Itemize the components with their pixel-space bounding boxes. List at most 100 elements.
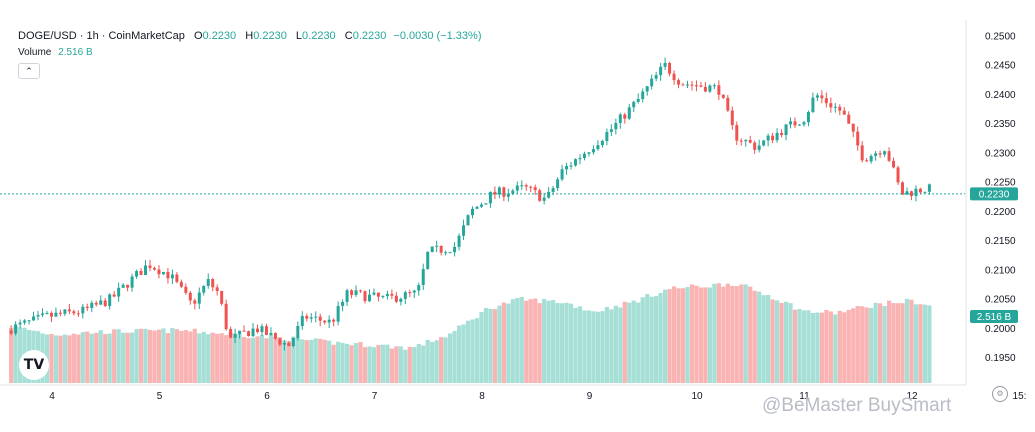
candle xyxy=(502,186,506,202)
volume-bar xyxy=(353,343,359,383)
gear-icon[interactable]: ⚙ xyxy=(992,386,1008,402)
candle-body xyxy=(90,302,94,308)
volume-bar xyxy=(743,284,748,383)
candle-body xyxy=(264,326,268,335)
candle xyxy=(126,284,130,292)
volume-bar xyxy=(501,302,506,383)
candle xyxy=(806,110,810,127)
candle-body xyxy=(139,270,143,275)
volume-bar xyxy=(94,332,99,383)
volume-bar xyxy=(600,311,605,383)
low-label: L xyxy=(295,30,303,42)
candle-body xyxy=(390,293,394,296)
candle-body xyxy=(578,158,582,160)
candle-body xyxy=(466,215,470,226)
y-tick-label: 0.2250 xyxy=(985,178,1016,189)
candle xyxy=(49,311,53,323)
candle-body xyxy=(614,122,618,130)
volume-bar xyxy=(806,310,811,383)
candle xyxy=(85,303,89,311)
candle xyxy=(878,150,882,158)
candle xyxy=(757,139,761,153)
candle-body xyxy=(797,124,801,126)
volume-bar xyxy=(412,347,417,383)
volume-bar xyxy=(309,339,314,383)
candle-body xyxy=(596,145,600,150)
volume-bar xyxy=(295,337,300,383)
volume-bar xyxy=(573,307,578,383)
volume-bar xyxy=(134,329,139,383)
volume-value: 2.516 B xyxy=(58,47,93,58)
candle xyxy=(860,140,864,163)
volume-bar xyxy=(667,289,672,383)
candle-body xyxy=(488,191,492,204)
candle-body xyxy=(224,303,228,330)
volume-bar xyxy=(680,288,686,383)
volume-bar xyxy=(891,303,896,383)
candle-body xyxy=(45,312,49,314)
candle-body xyxy=(533,187,537,191)
candle-body xyxy=(193,300,197,304)
volume-bar xyxy=(170,328,175,383)
logo-text: TV xyxy=(23,357,45,373)
volume-bar xyxy=(497,305,502,383)
candle-body xyxy=(18,322,22,325)
candle xyxy=(887,147,891,162)
volume-bar xyxy=(179,330,184,383)
candle-body xyxy=(206,279,210,286)
volume-bar xyxy=(694,285,699,383)
volume-bar xyxy=(922,304,927,383)
candle-body xyxy=(748,140,752,143)
x-tick-label: 9 xyxy=(587,391,593,402)
candle xyxy=(336,301,340,326)
volume-bar xyxy=(909,299,914,383)
candle xyxy=(699,81,703,88)
candle-body xyxy=(287,342,291,347)
candle-body xyxy=(806,111,810,123)
candle xyxy=(314,311,318,323)
volume-bar xyxy=(116,329,121,383)
candle-body xyxy=(36,314,40,317)
volume-bar xyxy=(797,309,802,383)
volume-bar xyxy=(219,333,224,383)
candle xyxy=(847,111,851,124)
candle xyxy=(591,145,595,155)
y-tick-label: 0.2350 xyxy=(985,119,1016,130)
candle-body xyxy=(202,285,206,293)
candle-body xyxy=(305,315,309,319)
candle-body xyxy=(851,123,855,132)
candle xyxy=(797,124,801,126)
volume-bar xyxy=(161,328,166,383)
volume-bar xyxy=(403,349,408,383)
candle-body xyxy=(896,167,900,183)
candle xyxy=(636,93,640,104)
candle-body xyxy=(278,338,282,345)
volume-bar xyxy=(622,301,627,383)
x-tick-label: 12 xyxy=(906,391,918,402)
candle-body xyxy=(565,166,569,170)
candle xyxy=(556,177,560,192)
candle xyxy=(748,135,752,144)
candle-body xyxy=(520,185,524,187)
volume-bar xyxy=(506,303,511,383)
volume-bar xyxy=(488,308,493,383)
tradingview-logo[interactable]: TV xyxy=(19,350,49,380)
candle xyxy=(403,290,407,305)
candle-body xyxy=(309,317,313,319)
candle-body xyxy=(493,191,497,195)
candle-body xyxy=(211,279,215,288)
candle xyxy=(103,298,107,307)
candle-body xyxy=(49,312,53,317)
symbol-title: DOGE/USD · 1h · CoinMarketCap xyxy=(18,30,185,42)
collapse-legend-button[interactable]: ⌃ xyxy=(18,63,40,79)
volume-bar xyxy=(546,300,551,383)
candle xyxy=(412,289,416,298)
volume-bar xyxy=(121,332,126,383)
candle-body xyxy=(112,294,116,297)
candle xyxy=(497,186,501,199)
candle xyxy=(161,271,165,275)
candle-body xyxy=(215,287,219,291)
y-tick-label: 0.2300 xyxy=(985,148,1016,159)
candle xyxy=(323,320,327,325)
